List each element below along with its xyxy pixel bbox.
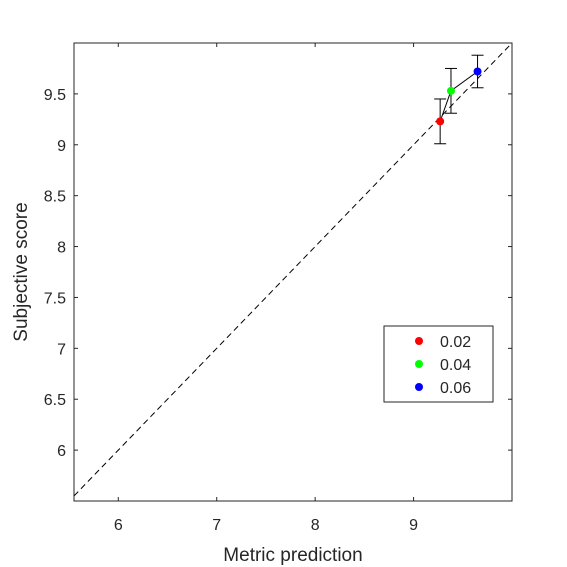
- data-points: [436, 67, 482, 126]
- legend-label-0-04: 0.04: [440, 357, 471, 374]
- y-tick-label-7-5: 7.5: [44, 290, 66, 307]
- y-tick-label-8: 8: [57, 240, 66, 257]
- legend-label-0-06: 0.06: [440, 380, 471, 397]
- legend-label-0-02: 0.02: [440, 334, 471, 351]
- y-axis-label: Subjective score: [11, 202, 32, 341]
- x-tick-label-9: 9: [409, 517, 418, 534]
- tick-marks: [74, 43, 512, 501]
- legend-box: [383, 325, 494, 403]
- data-point-0-04: [446, 86, 455, 95]
- plot-area: [73, 42, 513, 502]
- y-tick-label-9-5: 9.5: [44, 87, 66, 104]
- x-axis-label: Metric prediction: [223, 545, 362, 566]
- data-point-0-06: [473, 67, 482, 76]
- legend-marker-0-06: [415, 383, 423, 391]
- legend: 0.02 0.04 0.06: [383, 325, 494, 403]
- data-point-0-02: [436, 117, 445, 126]
- x-tick-label-7: 7: [212, 517, 221, 534]
- x-tick-label-6: 6: [114, 517, 123, 534]
- x-tick-label-8: 8: [311, 517, 320, 534]
- y-tick-label-9: 9: [57, 138, 66, 155]
- x-tick-labels: 6 7 8 9: [114, 517, 418, 534]
- y-tick-label-7: 7: [57, 341, 66, 358]
- y-tick-labels: 6 6.5 7 7.5 8 8.5 9 9.5: [44, 87, 66, 460]
- y-tick-label-6-5: 6.5: [44, 392, 66, 409]
- y-tick-label-8-5: 8.5: [44, 189, 66, 206]
- y-tick-label-6: 6: [57, 443, 66, 460]
- legend-marker-0-04: [415, 360, 423, 368]
- legend-marker-0-02: [415, 337, 423, 345]
